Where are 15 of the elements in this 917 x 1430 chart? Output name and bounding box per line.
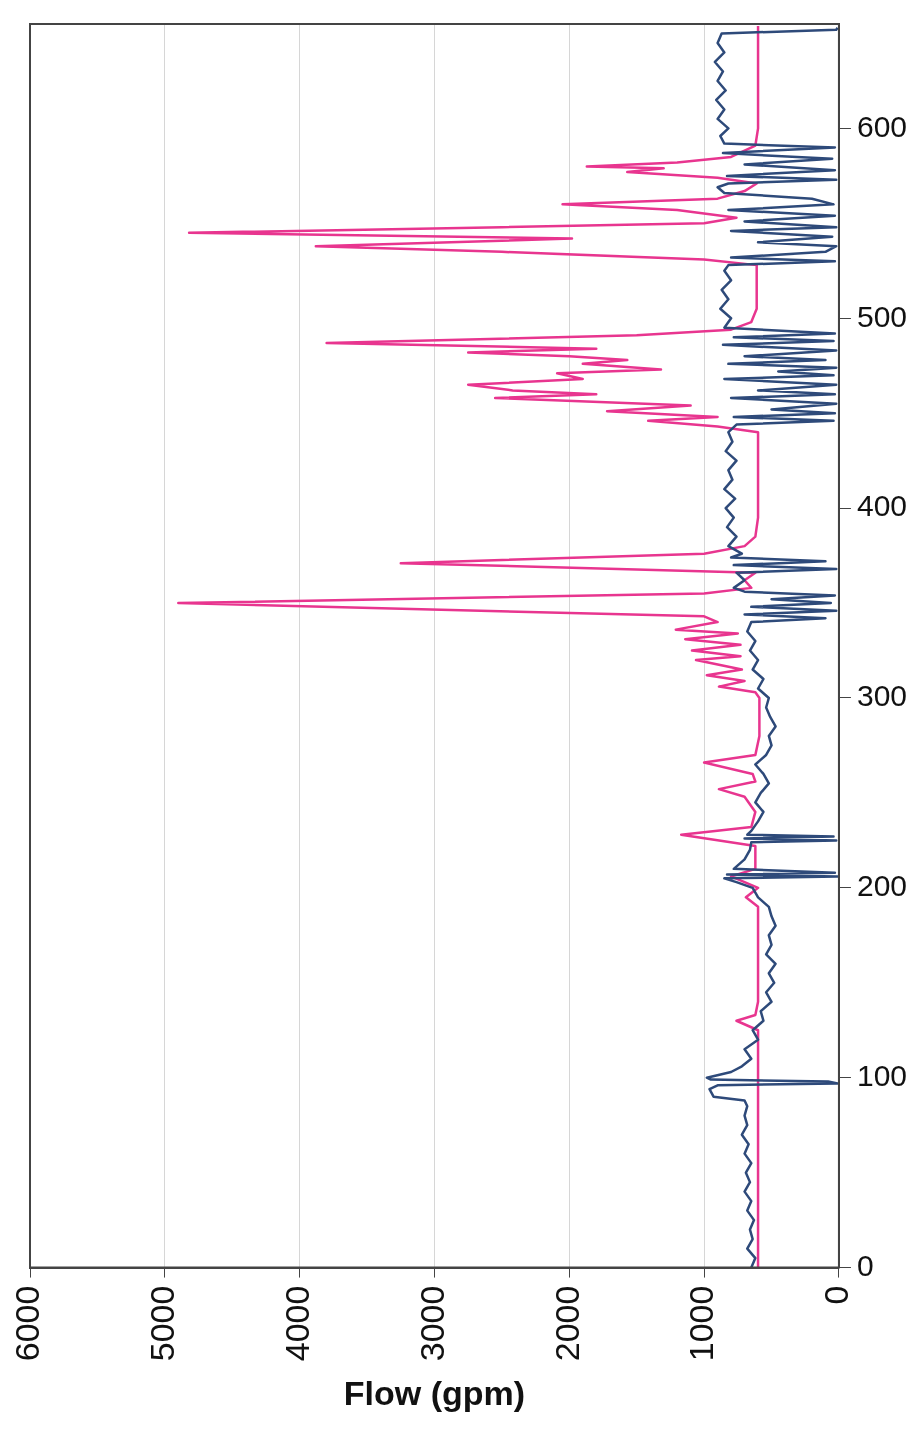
x-tick-label: 4000 — [278, 1285, 317, 1362]
y-tick-label: 200 — [856, 869, 908, 903]
y-tick-label: 600 — [856, 109, 908, 143]
x-tick-label: 6000 — [8, 1285, 47, 1362]
y-tick-label: 100 — [856, 1058, 908, 1092]
y-tick-label: 0 — [856, 1248, 874, 1282]
x-tick-label: 0 — [817, 1285, 856, 1305]
x-axis-title: Flow (gpm) — [343, 1373, 526, 1412]
x-tick-label: 1000 — [682, 1285, 721, 1362]
y-tick-label: 300 — [856, 679, 908, 713]
y-tick-label: 500 — [856, 299, 908, 333]
x-tick-label: 2000 — [547, 1285, 586, 1362]
x-tick-label: 3000 — [412, 1285, 451, 1362]
y-tick-label: 400 — [856, 489, 908, 523]
x-tick-label: 5000 — [143, 1285, 182, 1362]
